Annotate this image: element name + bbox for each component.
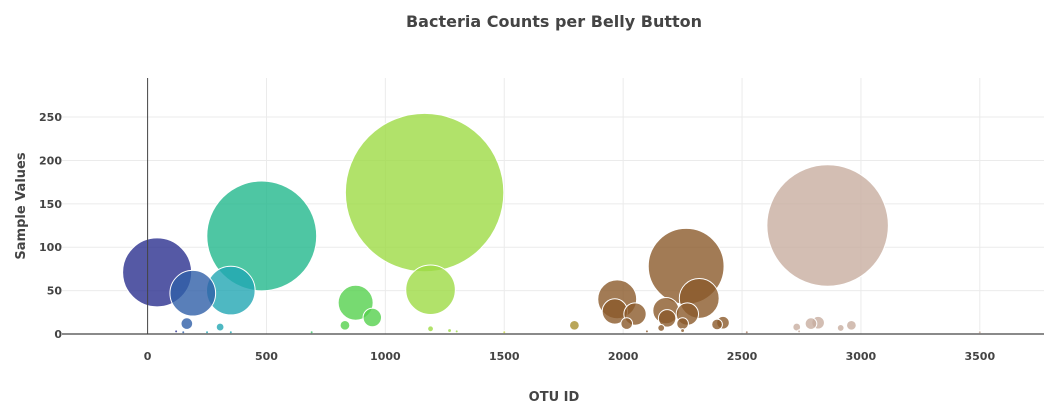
data-bubble[interactable] (454, 329, 459, 334)
data-bubble[interactable] (309, 330, 314, 335)
data-bubble[interactable] (676, 317, 689, 330)
x-tick-label: 2000 (608, 350, 639, 363)
x-tick-label: 3500 (964, 350, 995, 363)
data-bubble[interactable] (620, 317, 634, 330)
data-bubble[interactable] (977, 330, 982, 335)
data-bubble[interactable] (502, 330, 507, 335)
bubble-layer (122, 112, 982, 335)
y-tick-label: 100 (39, 241, 62, 254)
data-bubble[interactable] (569, 319, 580, 331)
y-tick-label: 250 (39, 111, 62, 124)
data-bubble[interactable] (174, 329, 179, 334)
data-bubble[interactable] (362, 307, 383, 328)
data-bubble[interactable] (846, 319, 857, 331)
data-bubble[interactable] (680, 328, 686, 333)
y-axis-title: Sample Values (14, 152, 29, 259)
y-tick-label: 150 (39, 198, 62, 211)
data-bubble[interactable] (206, 180, 318, 292)
data-bubble[interactable] (405, 264, 456, 316)
axis-layer: 0 500 1000 1500 2000 2500 3000 3500 0 50 100 150 200… (39, 78, 1044, 363)
data-bubble[interactable] (181, 330, 186, 335)
data-bubble[interactable] (797, 329, 802, 334)
y-tick-label: 0 (54, 328, 62, 341)
x-tick-label: 1000 (370, 350, 401, 363)
x-tick-label: 3000 (846, 350, 877, 363)
data-bubble[interactable] (337, 284, 374, 321)
data-bubble[interactable] (344, 112, 505, 273)
data-bubble[interactable] (228, 330, 233, 335)
x-tick-label: 2500 (727, 350, 758, 363)
data-bubble[interactable] (792, 322, 802, 332)
data-bubble[interactable] (657, 309, 677, 328)
data-bubble[interactable] (427, 325, 434, 333)
data-bubble[interactable] (744, 330, 749, 335)
y-tick-label: 200 (39, 154, 62, 167)
chart-title: Bacteria Counts per Belly Button (406, 12, 702, 31)
data-bubble[interactable] (657, 324, 666, 332)
data-bubble[interactable] (205, 330, 210, 335)
x-axis-title: OTU ID (529, 390, 580, 405)
data-bubble[interactable] (169, 269, 217, 317)
data-bubble[interactable] (711, 318, 723, 331)
y-tick-label: 50 (47, 285, 63, 298)
data-bubble[interactable] (339, 319, 351, 331)
data-bubble[interactable] (447, 328, 453, 333)
x-tick-label: 0 (144, 350, 152, 363)
x-tick-label: 500 (255, 350, 278, 363)
data-bubble[interactable] (644, 329, 649, 334)
data-bubble[interactable] (215, 322, 225, 332)
data-bubble[interactable] (804, 317, 818, 330)
data-bubble[interactable] (766, 164, 889, 287)
data-bubble[interactable] (836, 324, 845, 332)
x-tick-label: 1500 (489, 350, 520, 363)
data-bubble[interactable] (180, 317, 194, 330)
